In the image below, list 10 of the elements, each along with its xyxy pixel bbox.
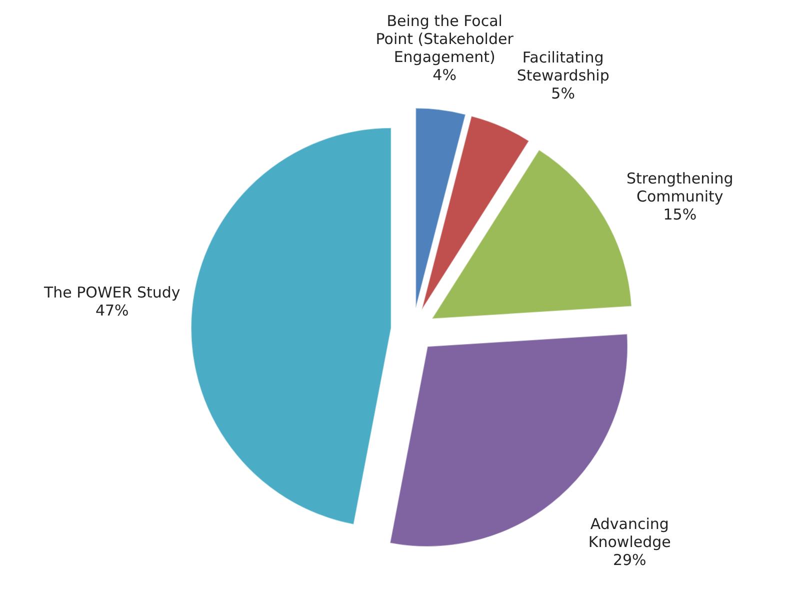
- slice-label: Facilitating Stewardship: [516, 48, 610, 85]
- slice-label: Being the Focal Point (Stakeholder Engagement): [376, 12, 514, 66]
- slice-label: Advancing Knowledge: [588, 515, 671, 552]
- data-label: 15%: [663, 206, 697, 224]
- data-label: 47%: [95, 301, 129, 320]
- data-label: 29%: [612, 551, 646, 570]
- slice-label: The POWER Study: [42, 283, 180, 302]
- data-label: 5%: [551, 84, 575, 103]
- slice-label: Strengthening Community: [626, 170, 734, 206]
- data-label: 4%: [432, 66, 456, 84]
